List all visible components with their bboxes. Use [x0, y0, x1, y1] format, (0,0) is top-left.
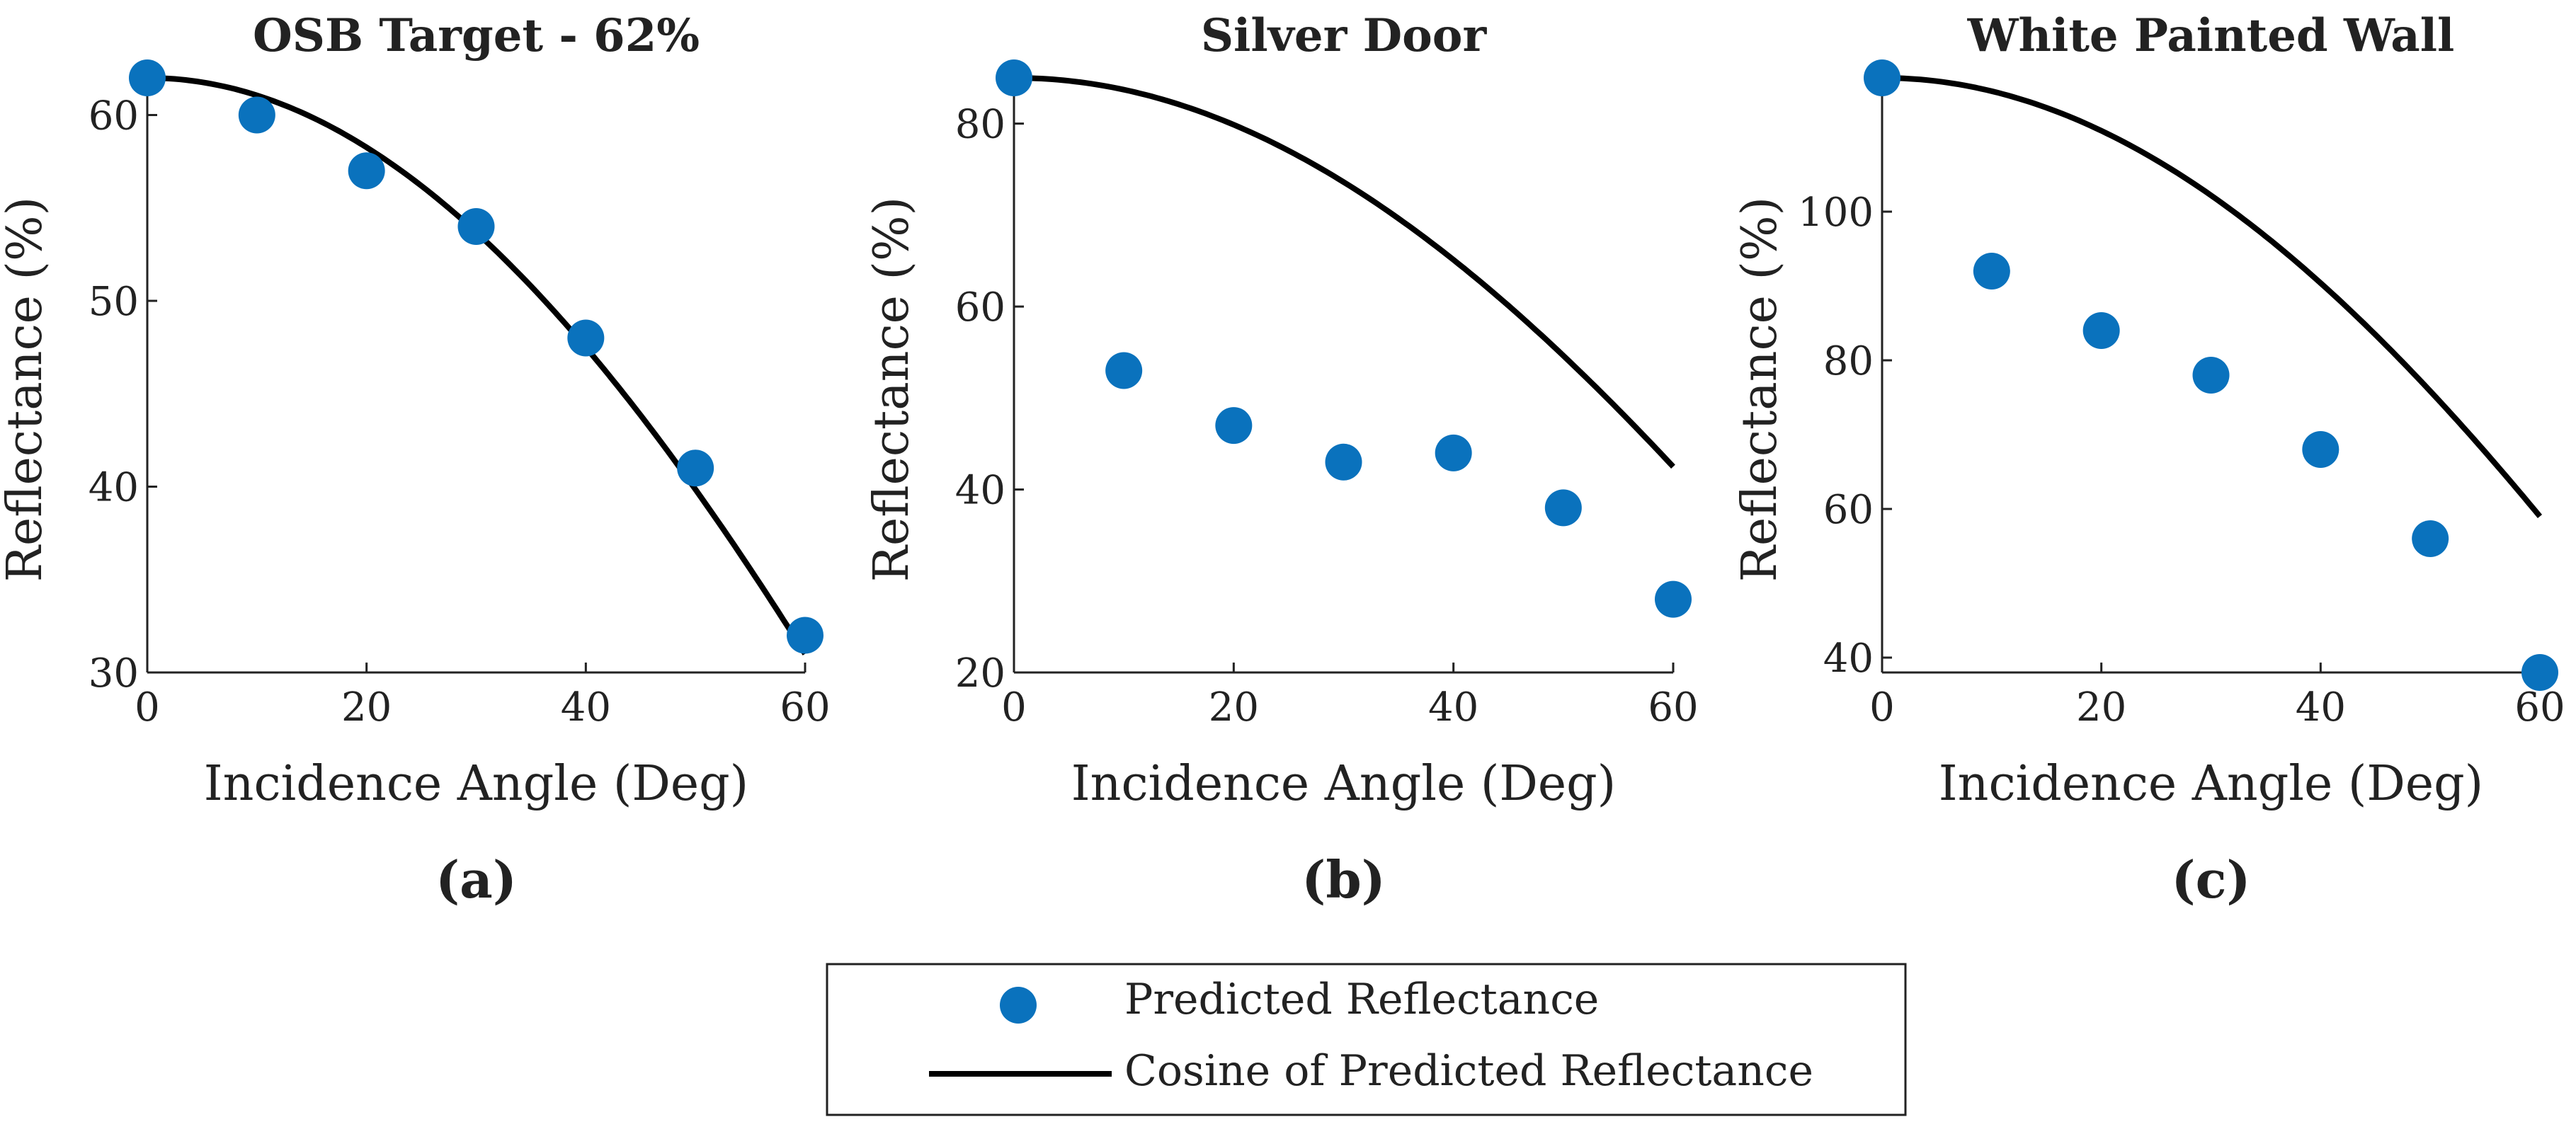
data-point	[2192, 357, 2230, 394]
data-point	[1105, 352, 1143, 389]
legend: Predicted Reflectance Cosine of Predicte…	[826, 963, 1907, 1116]
x-tick-label: 20	[1209, 685, 1259, 731]
x-tick-label: 0	[135, 685, 160, 731]
cosine-line	[147, 75, 808, 655]
x-tick-label: 0	[1001, 685, 1027, 731]
data-point	[996, 59, 1032, 96]
y-tick-label: 80	[955, 102, 1005, 148]
data-point	[2521, 654, 2558, 691]
data-point	[1435, 434, 1472, 471]
y-tick-label: 60	[89, 93, 139, 139]
data-point	[1655, 580, 1692, 618]
legend-marker-points	[1000, 987, 1037, 1024]
y-tick-label: 100	[1798, 190, 1874, 236]
y-tick-label: 60	[955, 285, 1005, 331]
data-point	[2302, 431, 2340, 468]
chart-title: White Painted Wall	[1967, 9, 2455, 62]
y-tick-label: 30	[89, 651, 139, 697]
panel-label: (b)	[1301, 849, 1385, 910]
data-point	[348, 152, 385, 190]
data-point	[129, 59, 166, 96]
y-tick-label: 40	[955, 468, 1005, 514]
cosine-line	[1882, 75, 2543, 519]
data-point	[457, 208, 495, 245]
data-point	[1325, 443, 1362, 481]
x-tick-label: 40	[561, 685, 611, 731]
data-point	[1864, 59, 1900, 96]
legend-label-line: Cosine of Predicted Reflectance	[1124, 1046, 1813, 1096]
data-point	[2412, 520, 2449, 557]
cosine-line	[1014, 75, 1675, 469]
x-axis-label: Incidence Angle (Deg)	[204, 756, 748, 812]
data-point	[787, 617, 823, 654]
y-axis-label: Reflectance (%)	[1732, 197, 1788, 582]
data-point	[1215, 407, 1253, 445]
data-point	[1973, 253, 2010, 290]
y-axis-label: Reflectance (%)	[0, 197, 53, 582]
x-tick-label: 40	[1428, 685, 1478, 731]
data-point	[238, 96, 275, 134]
panels: OSB Target - 62%0 20 40 6030405060Incidence…	[0, 9, 2565, 910]
data-point	[2082, 312, 2120, 349]
y-tick-label: 40	[89, 465, 139, 511]
y-tick-label: 50	[89, 279, 139, 325]
x-axis-label: Incidence Angle (Deg)	[1939, 756, 2483, 812]
x-axis-label: Incidence Angle (Deg)	[1071, 756, 1616, 812]
chart-title: OSB Target - 62%	[253, 9, 700, 62]
y-tick-label: 60	[1823, 487, 1874, 533]
data-point	[1544, 489, 1582, 527]
y-axis-label: Reflectance (%)	[864, 197, 920, 582]
x-tick-label: 40	[2296, 685, 2346, 731]
x-tick-label: 60	[1648, 685, 1698, 731]
x-tick-label: 60	[2514, 685, 2565, 731]
chart-panel-1: OSB Target - 62% 0 20 40 60 30 40 50 60 Incidence…	[0, 9, 831, 910]
x-tick-label: 20	[341, 685, 392, 731]
panel-label: (c)	[2172, 849, 2251, 910]
data-point	[677, 449, 714, 487]
panel-label: (a)	[435, 849, 517, 910]
legend-box	[826, 963, 1907, 1116]
data-point	[567, 319, 605, 357]
x-tick-label: 0	[1869, 685, 1895, 731]
x-tick-label: 20	[2076, 685, 2126, 731]
chart-title: Silver Door	[1201, 9, 1488, 62]
legend-label-points: Predicted Reflectance	[1124, 975, 1599, 1024]
y-tick-label: 20	[955, 651, 1005, 697]
y-tick-label: 80	[1823, 338, 1874, 384]
chart-panel-3: White Painted Wall 0 20 40 60 40 60 80 100 Incide…	[1732, 9, 2565, 910]
x-tick-label: 60	[780, 685, 830, 731]
y-tick-label: 40	[1823, 636, 1874, 682]
